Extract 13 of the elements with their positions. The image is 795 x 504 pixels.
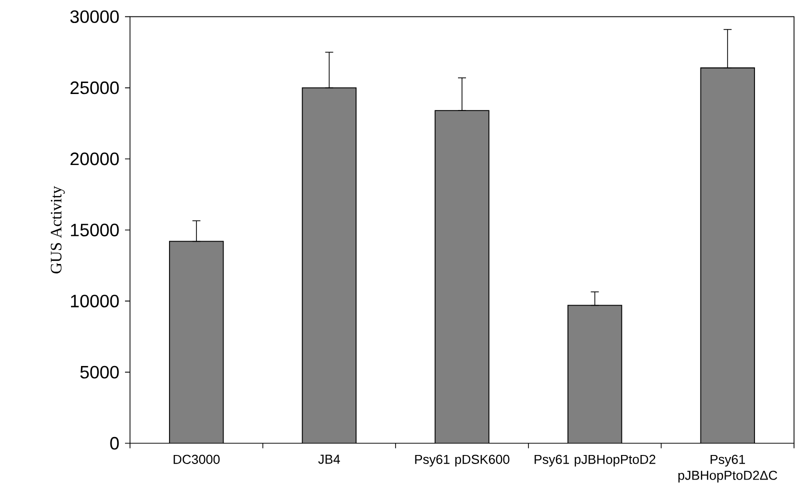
y-tick-label: 30000	[70, 10, 119, 24]
x-tick-label: Psy61 pDSK600	[415, 454, 510, 467]
y-tick-label: 25000	[70, 81, 119, 94]
x-tick-label: Psy61 pJBHopPtoD2ΔC	[678, 454, 778, 482]
y-tick-label: 15000	[70, 224, 119, 236]
y-tick-label: 0	[110, 436, 119, 450]
y-axis-title: GUS Activity	[50, 186, 65, 274]
x-tick-label: Psy61 pJBHopPtoD2	[534, 454, 656, 467]
y-tick-label: 10000	[70, 294, 119, 308]
x-tick-label: JB4	[318, 454, 340, 464]
y-tick-label: 20000	[70, 152, 119, 166]
y-tick-label: 5000	[80, 366, 119, 379]
x-tick-label: DC3000	[174, 454, 220, 464]
